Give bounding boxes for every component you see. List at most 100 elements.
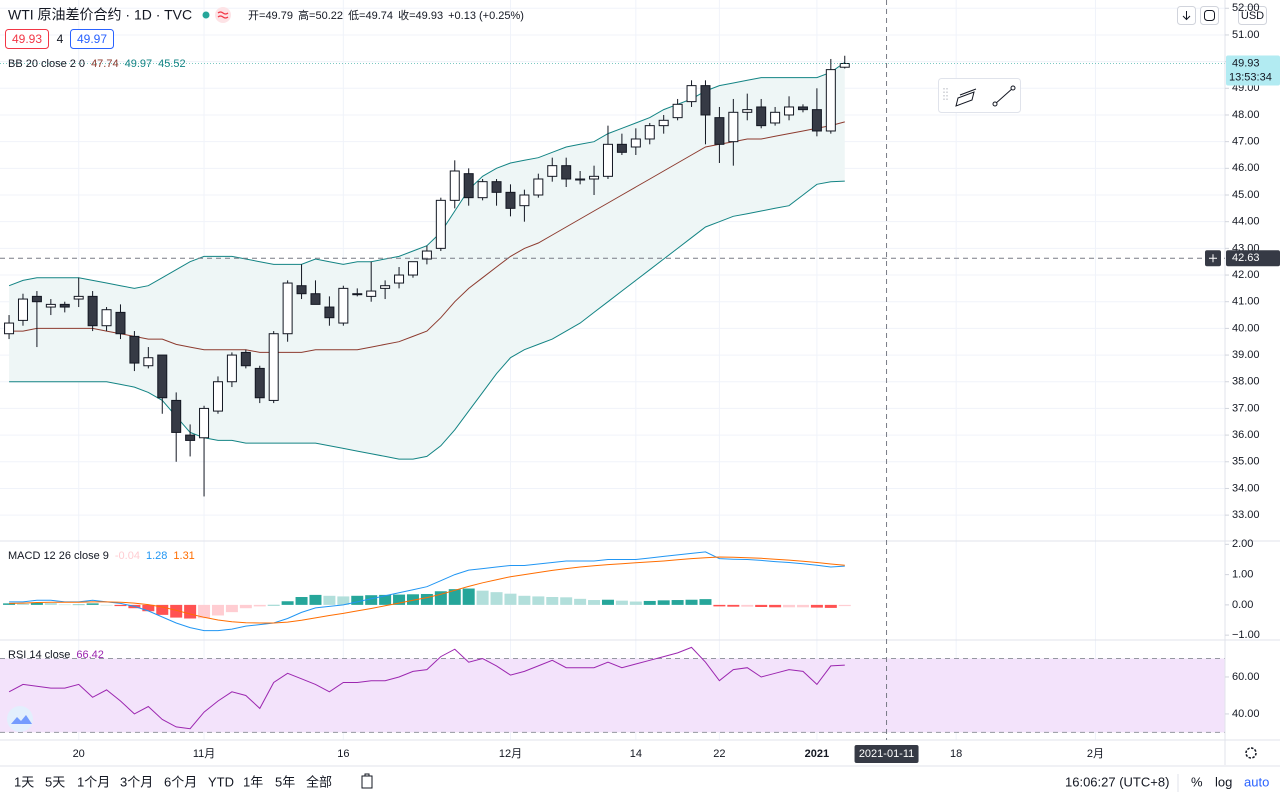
y-tick-label: 0.00	[1232, 599, 1253, 611]
y-tick-label: 60.00	[1232, 671, 1260, 683]
candle-body	[129, 335, 140, 364]
indicator-legend: BB 20 close 2 0 47.74 49.97 45.52	[8, 58, 186, 70]
range-button[interactable]: 全部	[306, 774, 332, 789]
histogram-bar	[783, 604, 796, 608]
reset-icon	[1204, 10, 1215, 21]
candle-body	[199, 407, 210, 439]
symbol-title[interactable]: WTI 原油差价合约 · 1D · TVC	[8, 7, 192, 23]
range-button[interactable]: 1天	[14, 774, 34, 789]
ask-price[interactable]: 49.97	[77, 32, 107, 46]
logo[interactable]	[7, 706, 33, 732]
histogram-bar	[560, 597, 573, 605]
histogram-bar	[629, 601, 642, 605]
histogram-bar	[769, 604, 782, 608]
date-range-button[interactable]	[361, 773, 373, 789]
x-tick-label: 2021	[805, 748, 829, 760]
auto-toggle[interactable]: auto	[1244, 774, 1269, 789]
reset-button[interactable]	[1200, 6, 1219, 25]
y-tick-label: 1.00	[1232, 569, 1253, 581]
sell-button[interactable]	[5, 29, 49, 49]
histogram-bar	[824, 604, 837, 608]
histogram-bar	[699, 599, 712, 605]
histogram-bar	[518, 595, 531, 605]
macd-line	[9, 556, 845, 624]
candle-body	[797, 106, 808, 111]
candle-body	[491, 181, 502, 193]
ohlc-label: 收=	[398, 8, 415, 22]
trendline-handle	[1010, 85, 1016, 91]
candle-body	[338, 287, 349, 324]
candle-body	[366, 290, 377, 297]
histogram-bar	[420, 593, 433, 605]
indicator-legend: RSI 14 close 66.42	[8, 649, 104, 661]
candle-body	[254, 367, 265, 399]
indicator-value: 66.42	[76, 649, 104, 661]
drawing-toolbar	[938, 78, 1021, 113]
bid-price[interactable]: 49.93	[12, 32, 42, 46]
candle-body	[407, 261, 418, 276]
candle-body	[380, 285, 391, 289]
histogram-bar	[574, 598, 587, 605]
candle-body	[784, 106, 795, 116]
rsi-line	[8, 646, 845, 730]
range-button[interactable]: 3个月	[120, 774, 153, 789]
currency-button[interactable]	[1238, 6, 1267, 25]
x-tick-label: 2月	[1087, 748, 1104, 760]
ohlc-label: 低=	[348, 9, 365, 22]
histogram-bar	[671, 600, 684, 605]
histogram-bar	[156, 604, 169, 615]
candle-body	[644, 125, 655, 140]
channel-tool[interactable]	[955, 88, 977, 107]
log-toggle[interactable]: log	[1215, 774, 1232, 789]
y-tick-label: 44.00	[1232, 216, 1260, 228]
range-button[interactable]: 1年	[243, 774, 263, 789]
trendline-tool[interactable]	[994, 87, 1014, 105]
histogram-bar	[546, 597, 559, 605]
candle-body	[31, 295, 42, 303]
histogram-bar	[741, 604, 754, 607]
trendline-handle	[992, 101, 998, 107]
candle-body	[421, 250, 432, 260]
candle-body	[602, 143, 613, 177]
crosshair-time-tag	[854, 745, 919, 763]
spread: 4	[57, 32, 64, 46]
histogram-bar	[643, 600, 656, 605]
candle-body	[435, 199, 446, 249]
histogram-bar	[295, 597, 308, 605]
scroll-icon	[1182, 11, 1191, 21]
candle-body	[505, 191, 516, 209]
range-button[interactable]: 5天	[45, 774, 65, 789]
macd-line	[9, 551, 845, 632]
y-tick-label: 33.00	[1232, 509, 1260, 521]
candle-body	[756, 106, 767, 127]
y-tick-label: 35.00	[1232, 456, 1260, 468]
candle-body	[268, 333, 279, 401]
buy-button[interactable]	[70, 29, 114, 49]
candle-body	[240, 351, 251, 367]
drag-handle[interactable]	[943, 88, 948, 102]
x-tick-label: 14	[630, 748, 642, 760]
settings-button[interactable]	[1245, 747, 1257, 759]
histogram-bar	[657, 600, 670, 605]
histogram-bar	[406, 594, 419, 605]
currency[interactable]: USD	[1241, 10, 1264, 22]
histogram-bar	[30, 602, 43, 605]
candle-body	[519, 194, 530, 207]
price-pane	[0, 55, 1225, 497]
y-tick-label: 46.00	[1232, 162, 1260, 174]
candle-body	[394, 274, 405, 284]
range-button[interactable]: 6个月	[164, 774, 197, 789]
percent-toggle[interactable]: %	[1191, 774, 1203, 789]
candle-body	[742, 109, 753, 113]
change: +0.13 (+0.25%)	[448, 10, 524, 22]
y-tick-label: 38.00	[1232, 376, 1260, 388]
logo-glyph	[11, 715, 32, 724]
candle-body	[575, 178, 586, 181]
candle-body	[171, 399, 182, 433]
range-button[interactable]: 1个月	[77, 774, 110, 789]
y-tick-label: −1.00	[1232, 629, 1260, 641]
range-button[interactable]: 5年	[275, 774, 295, 789]
range-button[interactable]: YTD	[208, 774, 234, 789]
